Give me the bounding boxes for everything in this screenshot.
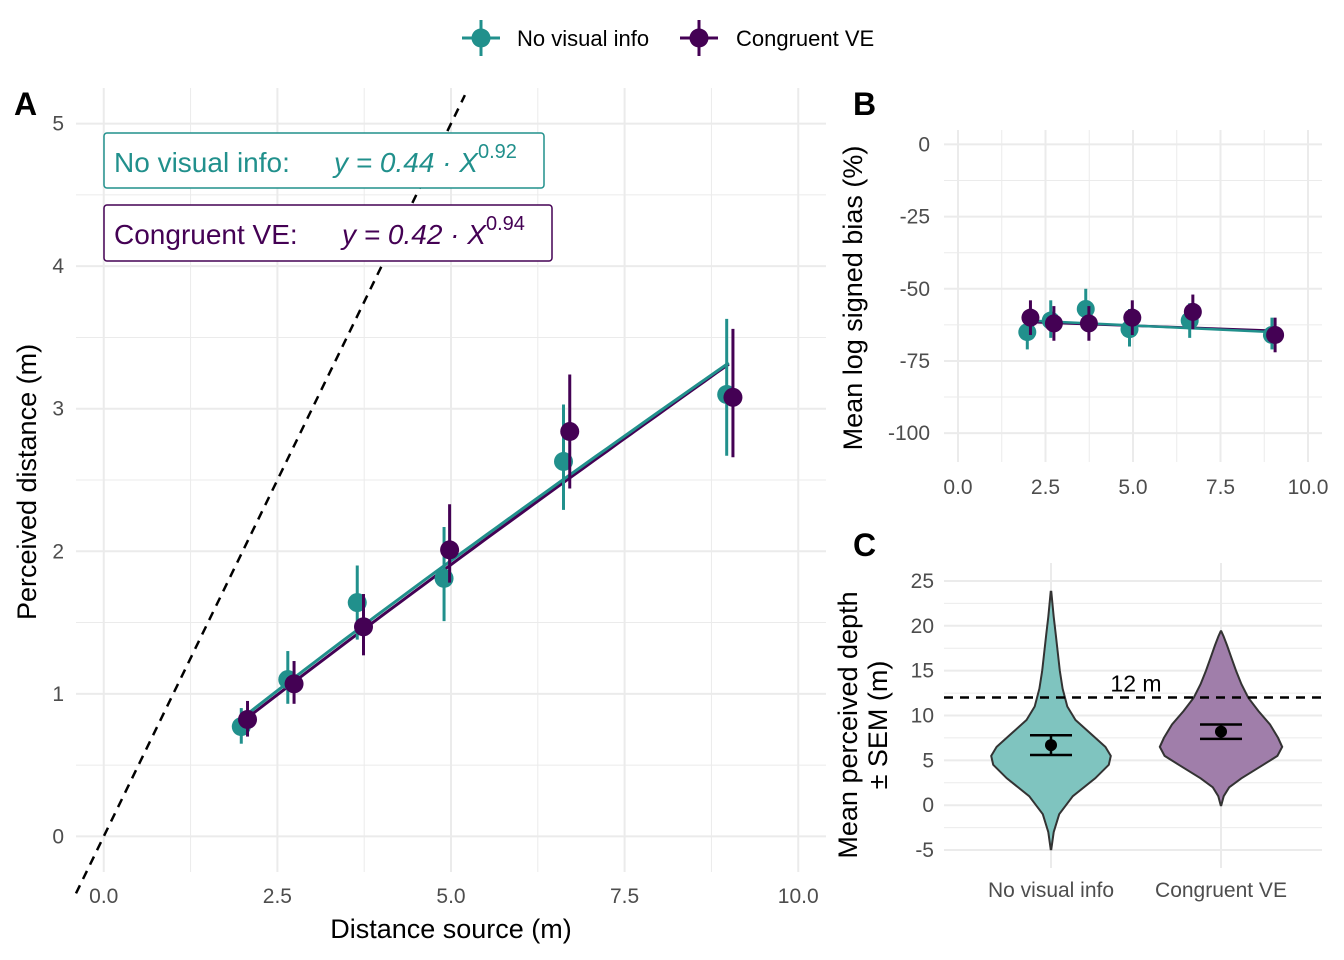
x-tick-label: 10.0 bbox=[1288, 476, 1329, 499]
y-tick-label: -75 bbox=[900, 350, 930, 373]
legend-item-congruent[interactable]: Congruent VE bbox=[680, 20, 874, 56]
y-tick-label: 25 bbox=[911, 570, 934, 593]
panel-b: B 0.0 2.5 5.0 7.5 10.0 0 -25 -50 -75 -100 Mean lo… bbox=[838, 86, 1328, 499]
legend-label-congruent: Congruent VE bbox=[736, 26, 874, 51]
x-tick-label: 0.0 bbox=[943, 476, 972, 499]
y-tick-label: 4 bbox=[52, 255, 64, 278]
panel-a-tick-labels: 0.0 2.5 5.0 7.5 10.0 0 1 2 3 4 5 bbox=[52, 113, 818, 908]
x-tick-label: 2.5 bbox=[263, 885, 292, 908]
fit-line-congruent bbox=[241, 362, 730, 723]
y-tick-label: 10 bbox=[911, 705, 934, 728]
panel-c-y-axis-title-line2: ± SEM (m) bbox=[863, 661, 893, 790]
x-tick-label: 0.0 bbox=[89, 885, 118, 908]
point-congruent bbox=[1123, 308, 1142, 327]
violin-no-visual bbox=[990, 590, 1112, 851]
y-tick-label: -25 bbox=[900, 206, 930, 229]
point-congruent bbox=[723, 387, 743, 407]
x-tick-label: 7.5 bbox=[610, 885, 639, 908]
panel-b-marks bbox=[1018, 288, 1285, 353]
panel-a-y-axis-title: Perceived distance (m) bbox=[12, 344, 42, 620]
panel-c-tag: C bbox=[853, 527, 876, 563]
y-tick-label: 15 bbox=[911, 660, 934, 683]
y-tick-label: 5 bbox=[922, 749, 934, 772]
annotation-congruent-equation: y = 0.42 · X bbox=[340, 219, 487, 250]
annotation-no-visual: No visual info: y = 0.44 · X0.92 bbox=[114, 141, 517, 178]
fit-line-no-visual bbox=[241, 361, 730, 719]
panel-a-tag: A bbox=[14, 86, 37, 122]
y-tick-label: 5 bbox=[52, 113, 64, 136]
x-tick-label: 7.5 bbox=[1206, 476, 1235, 499]
panel-b-tag: B bbox=[853, 86, 876, 122]
y-tick-label: 3 bbox=[52, 398, 64, 421]
panel-c: C 25 20 15 10 5 0 -5 No visual info Congruent VE… bbox=[833, 527, 1322, 902]
point-congruent bbox=[238, 709, 258, 729]
panel-b-y-axis-title: Mean log signed bias (%) bbox=[838, 146, 868, 451]
legend-label-no-visual: No visual info bbox=[517, 26, 649, 51]
annotation-no-visual-exponent: 0.92 bbox=[478, 141, 517, 163]
x-tick-label: Congruent VE bbox=[1155, 879, 1287, 902]
panel-c-y-axis-title: Mean perceived depth± SEM (m) bbox=[833, 591, 893, 858]
mean-point-no-visual bbox=[1045, 739, 1057, 752]
panel-a: A 0.0 2.5 5.0 7.5 10.0 0 1 2 3 4 5 No visual info:… bbox=[12, 86, 826, 944]
annotation-no-visual-label: No visual info: bbox=[114, 147, 290, 178]
point-congruent bbox=[560, 422, 580, 442]
point-congruent bbox=[1266, 325, 1285, 344]
annotation-box-no-visual bbox=[103, 132, 545, 189]
point-congruent bbox=[1183, 302, 1202, 321]
y-tick-label: -5 bbox=[915, 839, 934, 862]
violin-congruent bbox=[1158, 630, 1284, 807]
panel-a-annotation-congruent: Congruent VE: y = 0.42 · X0.94 bbox=[103, 204, 553, 262]
annotation-box-congruent bbox=[103, 204, 553, 262]
panel-c-y-axis-title-line1: Mean perceived depth bbox=[833, 591, 863, 858]
y-tick-label: 0 bbox=[918, 133, 930, 156]
mean-point-congruent bbox=[1215, 725, 1227, 738]
x-tick-label: 5.0 bbox=[1118, 476, 1147, 499]
y-tick-label: 2 bbox=[52, 540, 64, 563]
point-congruent bbox=[1044, 314, 1063, 333]
reference-line-label: 12 m bbox=[1110, 671, 1161, 697]
trend-line-no-visual bbox=[1027, 319, 1274, 334]
legend-key-congruent-point bbox=[689, 28, 709, 48]
annotation-no-visual-equation: y = 0.44 · X bbox=[332, 147, 479, 178]
panel-b-grid bbox=[944, 130, 1322, 462]
panel-c-grid bbox=[944, 563, 1322, 868]
panel-c-marks: 12 m bbox=[944, 590, 1322, 851]
x-tick-label: 2.5 bbox=[1031, 476, 1060, 499]
x-tick-label: 10.0 bbox=[778, 885, 819, 908]
point-congruent bbox=[1079, 314, 1098, 333]
panel-a-marks bbox=[74, 94, 743, 894]
annotation-congruent-exponent: 0.94 bbox=[486, 213, 525, 235]
point-congruent bbox=[1021, 308, 1040, 327]
y-tick-label: -50 bbox=[900, 278, 930, 301]
annotation-congruent-label: Congruent VE: bbox=[114, 219, 298, 250]
x-tick-label: No visual info bbox=[988, 879, 1114, 902]
y-tick-label: 1 bbox=[52, 683, 64, 706]
y-tick-label: 0 bbox=[52, 825, 64, 848]
legend-item-no-visual[interactable]: No visual info bbox=[462, 20, 649, 56]
point-congruent bbox=[440, 540, 460, 560]
panel-a-x-axis-title: Distance source (m) bbox=[330, 914, 572, 944]
legend-key-no-visual-point bbox=[471, 28, 491, 48]
y-tick-label: 0 bbox=[922, 794, 934, 817]
x-tick-label: 5.0 bbox=[436, 885, 465, 908]
panel-b-tick-labels: 0.0 2.5 5.0 7.5 10.0 0 -25 -50 -75 -100 bbox=[888, 133, 1328, 499]
annotation-congruent: Congruent VE: y = 0.42 · X0.94 bbox=[114, 213, 525, 250]
panel-c-tick-labels: 25 20 15 10 5 0 -5 No visual info Congruent VE bbox=[911, 570, 1287, 902]
legend: No visual info Congruent VE bbox=[462, 20, 874, 56]
y-tick-label: 20 bbox=[911, 615, 934, 638]
panel-a-annotation-no-visual: No visual info: y = 0.44 · X0.92 bbox=[103, 132, 545, 189]
point-congruent bbox=[354, 617, 373, 637]
y-tick-label: -100 bbox=[888, 422, 930, 445]
point-congruent bbox=[284, 674, 304, 694]
